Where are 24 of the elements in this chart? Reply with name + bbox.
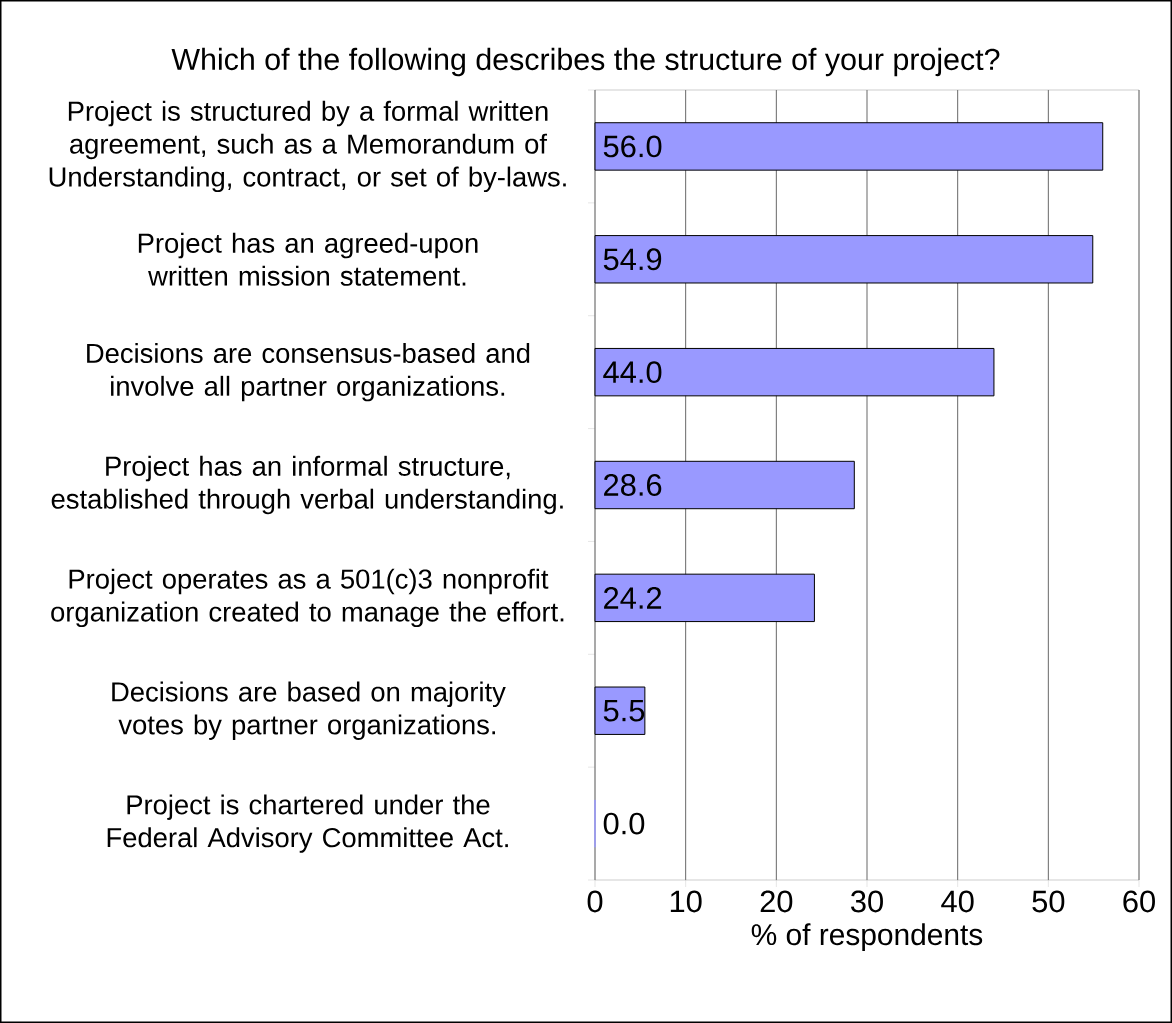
data-label: 44.0	[603, 361, 662, 384]
y-tick-label: Project operates as a 501(c)3 nonprofit organization created to manage the effort.	[51, 568, 564, 628]
x-tick-label: 60	[1123, 890, 1155, 913]
data-label: 5.5	[603, 699, 645, 722]
y-tick-label: Project has an agreed-upon written mission statement.	[138, 232, 478, 286]
x-tick-label: 10	[670, 890, 702, 913]
bar	[594, 686, 646, 735]
y-tick-label: Project is chartered under the Federal Advisory Committee Act.	[107, 794, 508, 853]
y-tick-label: Project is structured by a formal written agreement, such as a Memorandum of Understanding, contract, or set of by-laws.	[49, 100, 566, 193]
x-tick-label: 0	[587, 890, 603, 913]
data-label: 56.0	[603, 135, 662, 158]
data-label: 54.9	[603, 248, 662, 271]
y-tick-label: Decisions are based on majority votes by partner organizations.	[112, 681, 506, 740]
x-tick-label: 30	[851, 890, 883, 913]
x-tick-label: 50	[1032, 890, 1065, 913]
x-tick-label: 40	[941, 890, 974, 913]
data-label: 0.0	[603, 812, 645, 835]
x-axis-title: % of respondents	[751, 923, 983, 952]
data-label: 24.2	[604, 587, 662, 609]
y-tick-label: Project has an informal structure, established through verbal understanding.	[51, 455, 563, 515]
chart-title: Which of the following describes the structure of your project?	[171, 47, 1000, 77]
data-label: 28.6	[604, 474, 662, 496]
x-tick-label: 20	[760, 890, 793, 913]
y-tick-label: Decisions are consensus-based and involve all partner organizations.	[87, 342, 530, 402]
